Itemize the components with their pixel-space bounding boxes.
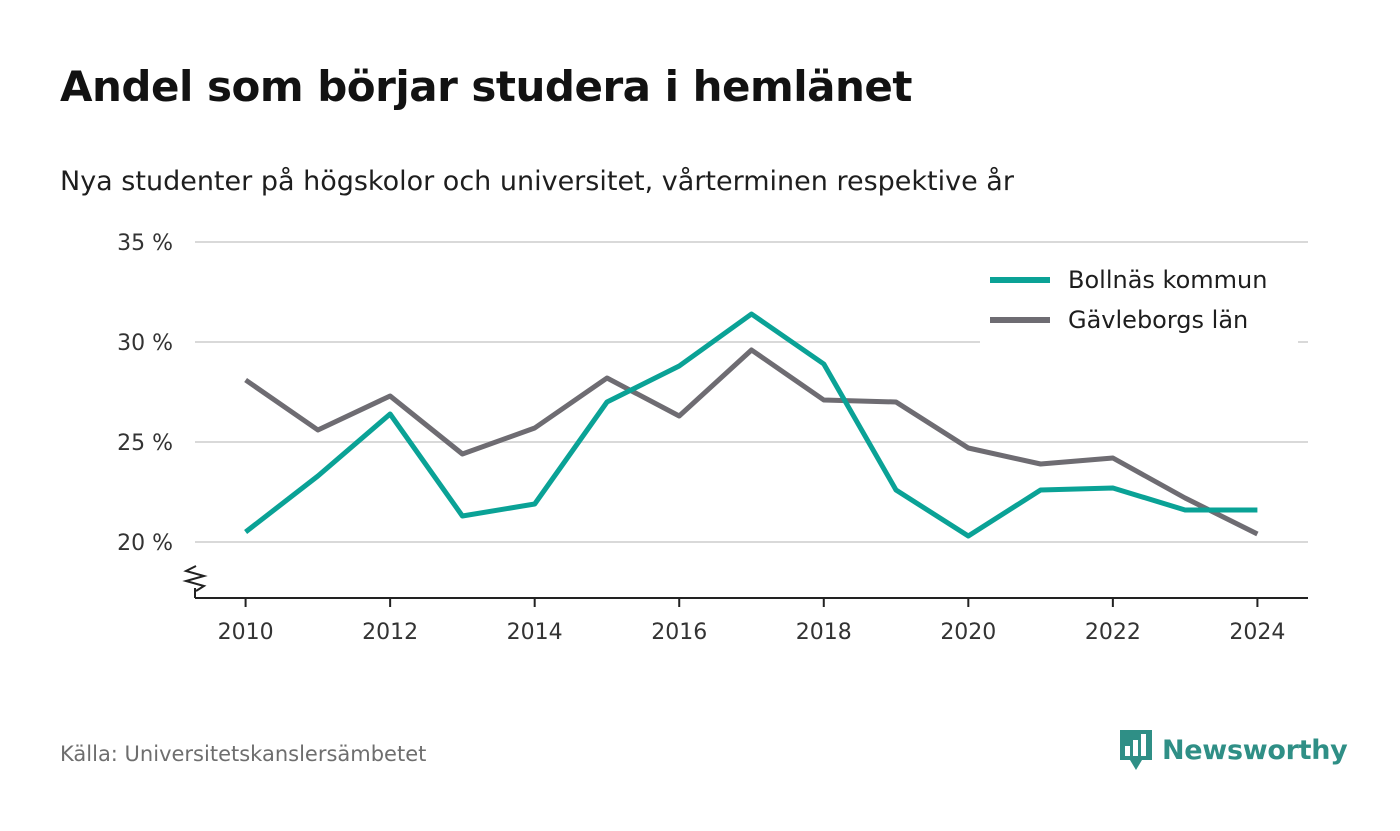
legend-background xyxy=(980,258,1298,346)
y-tick-label: 35 % xyxy=(117,231,173,256)
chart-subtitle: Nya studenter på högskolor och universit… xyxy=(60,166,1014,197)
legend-label: Gävleborgs län xyxy=(1068,306,1248,334)
x-tick-label: 2020 xyxy=(940,620,996,645)
series-lines xyxy=(244,311,1259,539)
x-tick-label: 2010 xyxy=(218,620,274,645)
chart-title: Andel som börjar studera i hemlänet xyxy=(60,62,913,111)
y-tick-label: 20 % xyxy=(117,531,173,556)
x-tick-label: 2016 xyxy=(651,620,707,645)
x-tick-label: 2024 xyxy=(1229,620,1285,645)
line-chart: 20 % 25 % 30 % 35 % 2010 2012 2014 2016 2018 2020… xyxy=(117,231,1308,645)
series-line-bollnäs-kommun xyxy=(244,311,1258,539)
x-tick-label: 2014 xyxy=(507,620,563,645)
series-line-gävleborgs-län xyxy=(244,347,1259,537)
source-note: Källa: Universitetskanslersämbetet xyxy=(60,742,427,766)
brand-name: Newsworthy xyxy=(1162,734,1348,766)
y-tick-label: 30 % xyxy=(117,331,173,356)
axes: 20 % 25 % 30 % 35 % 2010 2012 2014 2016 2018 2020… xyxy=(117,231,1308,645)
legend-label: Bollnäs kommun xyxy=(1068,266,1267,294)
x-tick-label: 2012 xyxy=(362,620,418,645)
y-tick-label: 25 % xyxy=(117,431,173,456)
x-tick-label: 2022 xyxy=(1085,620,1141,645)
legend: Bollnäs kommun Gävleborgs län xyxy=(980,258,1298,346)
axis-break-icon xyxy=(182,565,208,592)
brand-logo: Newsworthy xyxy=(1118,728,1348,772)
x-tick-label: 2018 xyxy=(796,620,852,645)
newsworthy-logo-icon xyxy=(1120,730,1152,770)
